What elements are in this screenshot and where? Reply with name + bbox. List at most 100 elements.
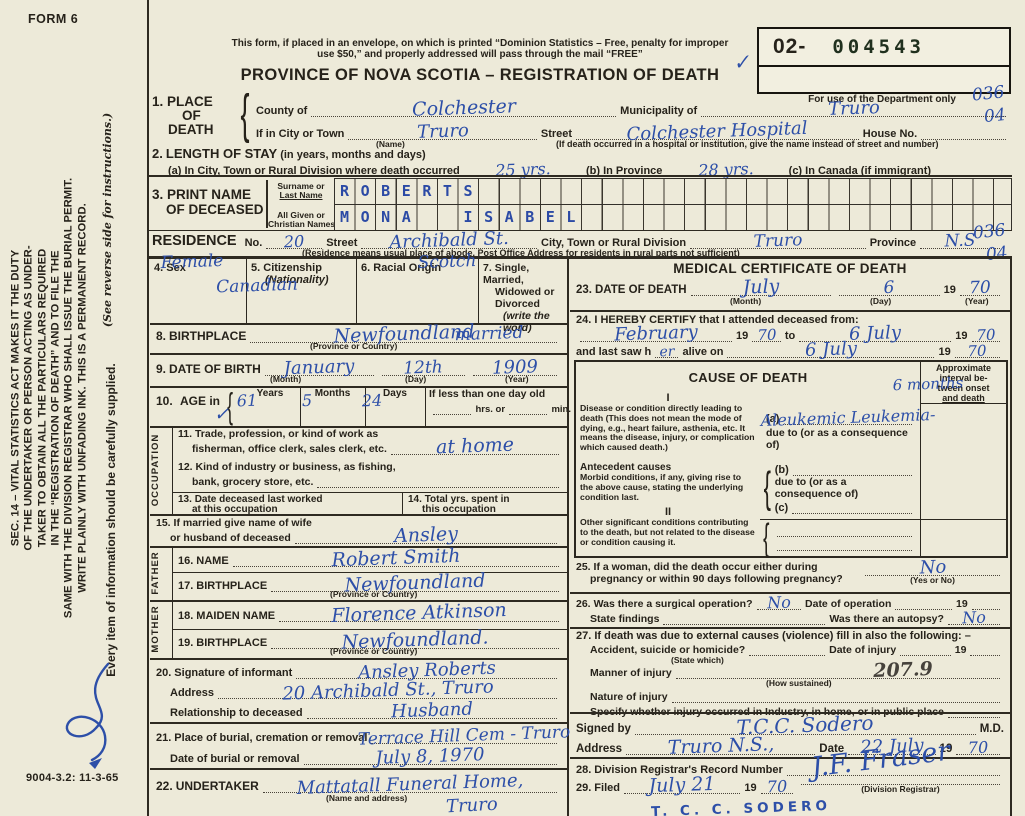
age-days-cell: Days 24	[361, 386, 426, 426]
field-industry-12: 12. Kind of industry or business, as fis…	[178, 461, 563, 488]
residence-no-field: 20	[266, 232, 323, 251]
age-days-value: 24	[361, 390, 383, 411]
residence-city-field: Truro	[690, 230, 866, 252]
occupation-value: at home	[435, 433, 515, 459]
place-of-death-label: 1. PLACE OF DEATH	[152, 94, 214, 137]
antecedent-fields: { (b) due to (or as a consequence of) (c…	[760, 460, 920, 520]
given-names-letter-grid: MONA ISABEL	[334, 204, 1012, 231]
field-place-of-death: 1. PLACE OF DEATH { County of Colchester…	[152, 87, 1010, 151]
sex-value: Female	[160, 250, 224, 274]
residence-city-value: Truro	[753, 230, 803, 252]
form-header: This form, if placed in an envelope, on …	[170, 38, 790, 85]
surname-letter-grid: ROBERTS	[334, 178, 1012, 205]
field-father-birthplace: 17. BIRTHPLACE Newfoundland	[178, 570, 563, 596]
field-age: 10. AGE in { ✓ Years 61 Months 5 Days 24…	[150, 386, 571, 426]
name-letter-grids: ROBERTS MONA ISABEL	[334, 178, 1012, 231]
county-label: County of	[256, 105, 308, 117]
field-sex: 4. Sex Female	[150, 251, 247, 323]
cause-part1-label: I Disease or condition directly leading …	[580, 392, 755, 453]
row-4-7: 4. Sex Female 5. Citizenship (Nationalit…	[150, 251, 567, 346]
cause-a-interval-value: 6 months	[892, 373, 964, 395]
form-right-border	[1010, 258, 1012, 816]
statute-line: IN THE “REGISTRATION OF DEATH” AND TO FI…	[49, 250, 62, 546]
street-field: Colchester Hospital	[576, 118, 859, 145]
mail-notice-line1: This form, if placed in an envelope, on …	[231, 38, 729, 49]
reverse-side-note: (See reverse side for instructions.)	[101, 112, 114, 328]
registration-number-box: 02- 004543	[757, 27, 1011, 94]
burial-date-value: July 8, 1970	[375, 744, 486, 769]
city-town-field: Truro	[348, 120, 537, 143]
field-print-name: 3. PRINT NAME OF DECEASED Surname or Las…	[152, 178, 1012, 231]
field-father-name: 16. NAME Robert Smith	[178, 545, 563, 571]
registration-number-stamp: 004543	[832, 36, 925, 58]
mail-notice-line2: use $50,” and properly addressed will pa…	[317, 49, 643, 60]
cause-part2-label: II Other significant conditions contribu…	[580, 506, 755, 547]
place-brace: {	[240, 84, 250, 144]
supply-note: Every item of information should be care…	[104, 363, 118, 677]
medical-certificate-title: MEDICAL CERTIFICATE OF DEATH	[673, 261, 907, 276]
residence-province-field: N.S	[920, 230, 1000, 252]
name-sub-label: (Name)	[376, 139, 405, 149]
residence-city-label: City, Town or Rural Division	[541, 237, 687, 249]
antecedent-label: Antecedent causes Morbid conditions, if …	[580, 462, 744, 502]
left-column: 4. Sex Female 5. Citizenship (Nationalit…	[150, 251, 571, 816]
racial-origin-value: Scotch	[417, 250, 477, 274]
municipality-label: Municipality of	[620, 105, 698, 117]
father-vertical-label: FATHER	[150, 551, 161, 595]
municipality-value: Truro	[827, 97, 880, 120]
operation-value: No	[766, 592, 791, 613]
cause-of-death-title: CAUSE OF DEATH	[688, 370, 808, 385]
manner-code-value: 207.9	[872, 658, 933, 683]
city-town-label: If in City or Town	[256, 128, 345, 140]
signed-year-value: 70	[967, 737, 989, 758]
stay-canada-label: (c) In Canada (if immigrant)	[788, 165, 932, 177]
statute-line: SAME WITH THE DIVISION REGISTRAR WHO SHA…	[62, 177, 75, 619]
last-saw-year-value: 70	[967, 341, 988, 361]
column-divider	[567, 258, 569, 816]
field-mother-maiden-name: 18. MAIDEN NAME Florence Atkinson	[178, 599, 563, 627]
field-residence: RESIDENCE No. 20 Street Archibald St. Ci…	[152, 228, 1004, 259]
residence-street-value: Archibald St.	[389, 227, 510, 254]
field-operation: 26. Was there a surgical operation? No D…	[576, 592, 1004, 627]
last-saw-date-value: 6 July	[804, 338, 858, 361]
mother-vcol: MOTHER	[150, 600, 173, 658]
right-column: MEDICAL CERTIFICATE OF DEATH 23. DATE OF…	[570, 259, 1010, 816]
citizenship-value: Canadian	[215, 274, 299, 298]
field-spouse-name: 15. If married give name of wife or husb…	[156, 517, 561, 547]
length-of-stay-no: 2.	[152, 146, 163, 161]
stay-province-label: (b) In Province	[586, 165, 663, 177]
residence-label: RESIDENCE	[152, 233, 237, 249]
form-left-border	[147, 0, 149, 816]
print-name-label: 3. PRINT NAME OF DECEASED	[152, 187, 264, 217]
field-signed-by: Signed by T.C.C. Sodero M.D. Address Tru…	[576, 710, 1004, 759]
field-pregnancy: 25. If a woman, did the death occur eith…	[576, 556, 1004, 585]
length-of-stay-label: LENGTH OF STAY	[165, 146, 278, 161]
statute-notice: SEC. 14 – VITAL STATISTICS ACT MAKES IT …	[10, 101, 100, 696]
divider	[147, 175, 1012, 177]
field-occupation-11: 11. Trade, profession, or kind of work a…	[178, 428, 563, 458]
age-months-cell: Months 5	[300, 386, 366, 426]
field-external-causes: 27. If death was due to external causes …	[576, 630, 1004, 718]
stay-city-label: (a) In City, Town or Rural Division wher…	[168, 165, 460, 177]
other-conditions-fields: {	[760, 519, 920, 557]
pregnancy-value: No	[918, 556, 947, 579]
age-years-cell: Years 61	[236, 386, 301, 426]
field-date-of-birth: 9. DATE OF BIRTH January 12th 1909	[156, 356, 561, 379]
occupation-vcol: OCCUPATION	[150, 426, 173, 514]
physician-name-printed: T. C. C. SODERO	[650, 797, 832, 816]
department-caption: For use of the Department only	[808, 94, 956, 105]
field-certify: 24. I HEREBY CERTIFY that I attended dec…	[576, 314, 1004, 361]
print-name-divider	[266, 180, 268, 228]
father-vcol: FATHER	[150, 546, 173, 600]
form-number: FORM 6	[28, 12, 79, 26]
age-label: AGE in	[180, 394, 221, 408]
registration-number-prefix: 02-	[773, 35, 807, 58]
checkmark-icon: ✓	[214, 404, 230, 425]
field-marital-status: 7. Single, Married, Widowed or Divorced …	[454, 262, 555, 346]
informant-relationship-value: Husband	[390, 698, 474, 723]
print-code: 9004-3.2: 11-3-65	[26, 772, 119, 784]
field-burial: 21. Place of burial, cremation or remova…	[156, 722, 571, 769]
surname-sublabel: Surname or Last Name	[277, 181, 325, 201]
age-less-than-day-cell: If less than one day old hrs. or min.	[429, 388, 571, 415]
filed-date-value: July 21	[648, 772, 716, 798]
